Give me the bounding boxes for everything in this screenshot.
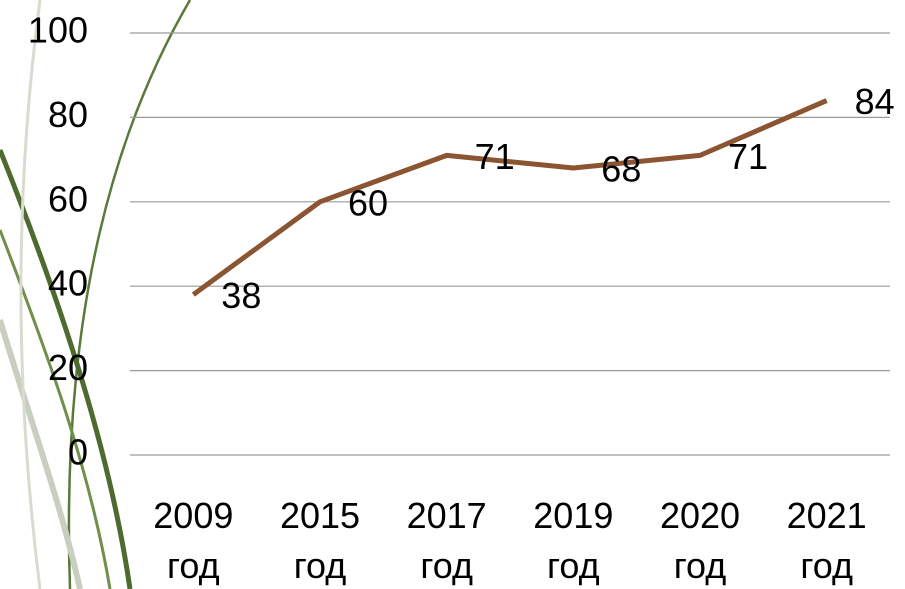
data-label: 68 [601,149,641,190]
y-tick-label: 60 [48,178,88,219]
y-tick-label: 40 [48,263,88,304]
data-label: 60 [348,182,388,223]
y-tick-label: 80 [48,94,88,135]
data-label: 71 [475,136,515,177]
y-tick-label: 0 [68,432,88,473]
y-tick-label: 20 [48,347,88,388]
data-label: 84 [855,81,895,122]
data-label: 71 [728,136,768,177]
y-tick-label: 100 [28,10,88,51]
data-label: 38 [221,275,261,316]
line [193,101,826,295]
page: {"chart_data": {"type": "line", "categor… [0,0,905,589]
chart: 0 20 40 60 80 100 2009год 2015год 2017год 2019год… [0,0,905,589]
